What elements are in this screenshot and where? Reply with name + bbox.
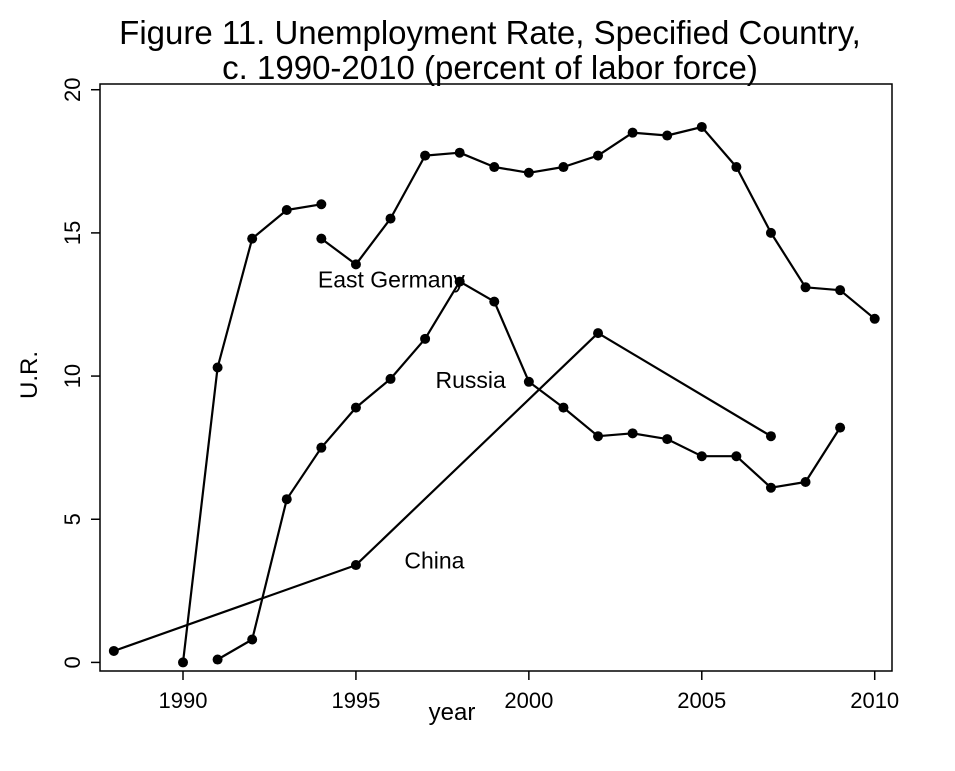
east-germany-label: East Germany xyxy=(318,267,465,293)
x-axis-label: year xyxy=(429,699,476,726)
russia-line xyxy=(217,280,842,661)
east-germany-point xyxy=(835,285,846,296)
russia-point xyxy=(489,296,500,307)
east-germany-point xyxy=(247,233,258,244)
east-germany-point xyxy=(593,150,604,161)
x-tick-label: 2010 xyxy=(850,688,899,713)
east-germany-point xyxy=(558,162,569,173)
y-axis-label: U.R. xyxy=(16,351,43,399)
russia-point xyxy=(835,422,846,433)
east-germany-point xyxy=(765,227,776,238)
russia-point xyxy=(558,402,569,413)
russia-point xyxy=(212,654,223,665)
east-germany-point xyxy=(800,282,811,293)
plot-area xyxy=(99,83,893,672)
east-germany-point xyxy=(350,259,361,270)
east-germany-line xyxy=(181,203,322,663)
x-tick-label: 1995 xyxy=(331,688,380,713)
east-germany-point xyxy=(869,313,880,324)
x-tick-label: 1990 xyxy=(159,688,208,713)
east-germany-point xyxy=(316,199,327,210)
east-germany-point xyxy=(178,657,189,668)
chart-title-line-2: c. 1990-2010 (percent of labor force) xyxy=(222,49,758,86)
series-layer xyxy=(108,121,880,668)
y-tick-label: 5 xyxy=(60,513,85,525)
x-tick-label: 2000 xyxy=(504,688,553,713)
east-germany-point xyxy=(316,233,327,244)
china-point xyxy=(765,431,776,442)
x-axis: 1990 1995 2000 2005 2010 xyxy=(159,671,899,713)
series-label-layer: East Germany Russia China xyxy=(318,267,506,574)
east-germany-point xyxy=(696,121,707,132)
russia-point xyxy=(800,477,811,488)
china-point xyxy=(593,328,604,339)
russia-point xyxy=(731,451,742,462)
east-germany-point xyxy=(454,147,465,158)
east-germany-point xyxy=(523,167,534,178)
china-point xyxy=(108,645,119,656)
y-tick-label: 20 xyxy=(60,77,85,101)
russia-point xyxy=(593,431,604,442)
russia-point xyxy=(523,376,534,387)
russia-point xyxy=(316,442,327,453)
russia-point xyxy=(454,276,465,287)
east-germany-point xyxy=(281,204,292,215)
chart-title-line-1: Figure 11. Unemployment Rate, Specified … xyxy=(119,14,861,51)
russia-point xyxy=(420,333,431,344)
russia-point xyxy=(627,428,638,439)
russia-point xyxy=(247,634,258,645)
x-tick-label: 2005 xyxy=(677,688,726,713)
east-germany-point xyxy=(731,162,742,173)
east-germany-point xyxy=(420,150,431,161)
russia-point xyxy=(765,482,776,493)
russia-label: Russia xyxy=(435,367,506,393)
y-axis: 0 5 10 15 20 xyxy=(60,77,100,669)
russia-point xyxy=(662,434,673,445)
y-tick-label: 15 xyxy=(60,221,85,245)
china-point xyxy=(350,560,361,571)
russia-point xyxy=(385,373,396,384)
russia-point xyxy=(696,451,707,462)
east-germany-point xyxy=(627,127,638,138)
china-label: China xyxy=(404,547,464,573)
y-tick-label: 0 xyxy=(60,656,85,668)
east-germany-point xyxy=(212,362,223,373)
russia-point xyxy=(350,402,361,413)
east-germany-point xyxy=(662,130,673,141)
russia-point xyxy=(281,494,292,505)
east-germany-point xyxy=(489,162,500,173)
east-germany-point xyxy=(385,213,396,224)
y-tick-label: 10 xyxy=(60,364,85,388)
china-line xyxy=(113,332,772,653)
